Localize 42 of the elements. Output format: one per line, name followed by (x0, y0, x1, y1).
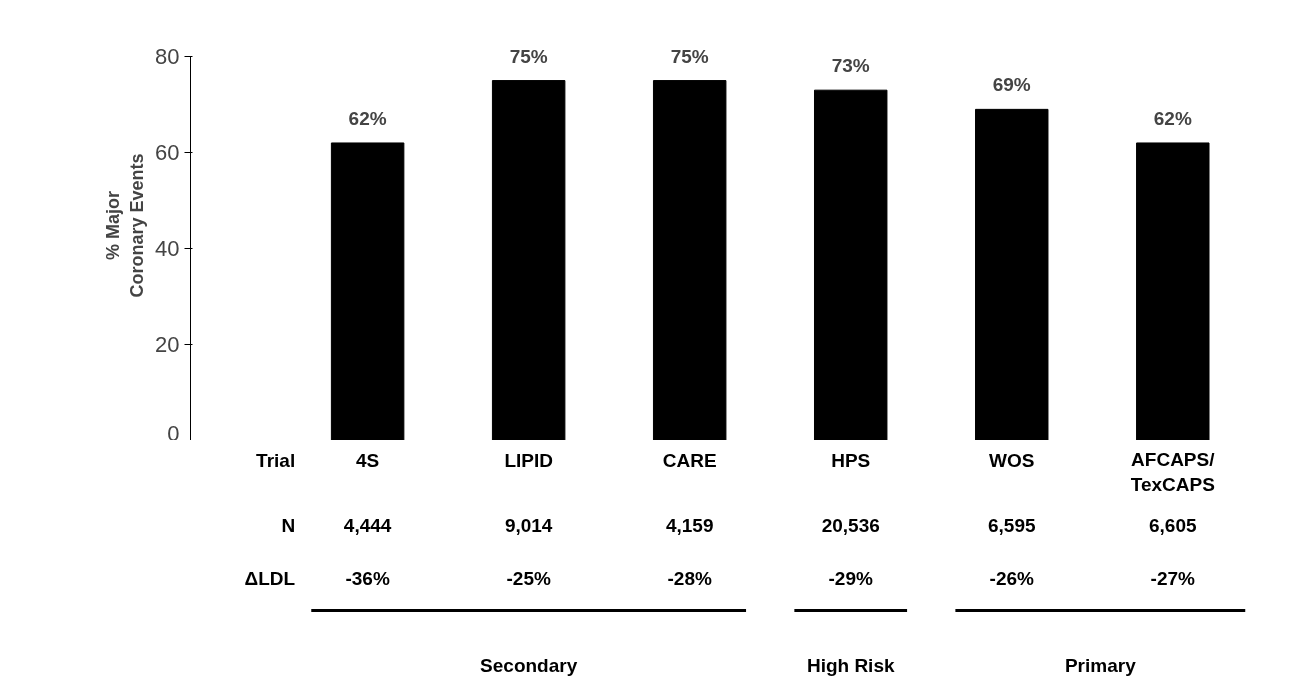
text: High Risk (806, 655, 895, 676)
text: -29% (828, 567, 873, 589)
text: 6,595 (987, 515, 1036, 536)
text: 9,014 (504, 515, 553, 536)
text: -28% (667, 567, 712, 589)
x-tick-label: HPS (831, 450, 871, 471)
bar (1136, 142, 1210, 440)
text: -26% (989, 567, 1035, 589)
bar (652, 80, 727, 440)
x-tick-label: WOS (989, 450, 1035, 471)
text: Primary (1064, 655, 1137, 676)
y-axis-title: % Major Coronary Events (103, 153, 148, 298)
text: -27% (1150, 567, 1196, 589)
bar (975, 108, 1049, 440)
data-label: 62% (348, 107, 387, 129)
text: ΔLDL (244, 567, 296, 589)
data-label: 75% (509, 45, 548, 67)
bar (813, 89, 888, 440)
x-tick-label: 4S (356, 450, 380, 471)
text: -25% (506, 567, 551, 589)
x-tick-label: CARE (662, 450, 717, 471)
y-tick-label: 60 (155, 140, 180, 166)
text: Secondary (480, 655, 578, 676)
bar (330, 142, 405, 440)
text: 4,159 (665, 515, 714, 536)
text: 6,605 (1149, 515, 1197, 536)
y-tick-label: 80 (155, 44, 180, 70)
text: Trial (256, 450, 296, 471)
data-label: 75% (670, 45, 709, 67)
data-label: 62% (1153, 107, 1192, 129)
text: 4,444 (343, 515, 392, 536)
bar (491, 80, 566, 440)
text: 20,536 (821, 515, 880, 536)
text: -36% (345, 567, 390, 589)
x-tick-label: LIPID (504, 450, 553, 471)
y-tick-label: 20 (155, 332, 180, 358)
y-tick-label: 0 (167, 420, 180, 446)
data-label: 73% (831, 55, 870, 77)
y-tick-label: 40 (155, 236, 180, 262)
data-label: 69% (992, 74, 1031, 96)
x-tick-label: AFCAPS/ TexCAPS (1130, 448, 1216, 495)
text: N (281, 515, 296, 536)
